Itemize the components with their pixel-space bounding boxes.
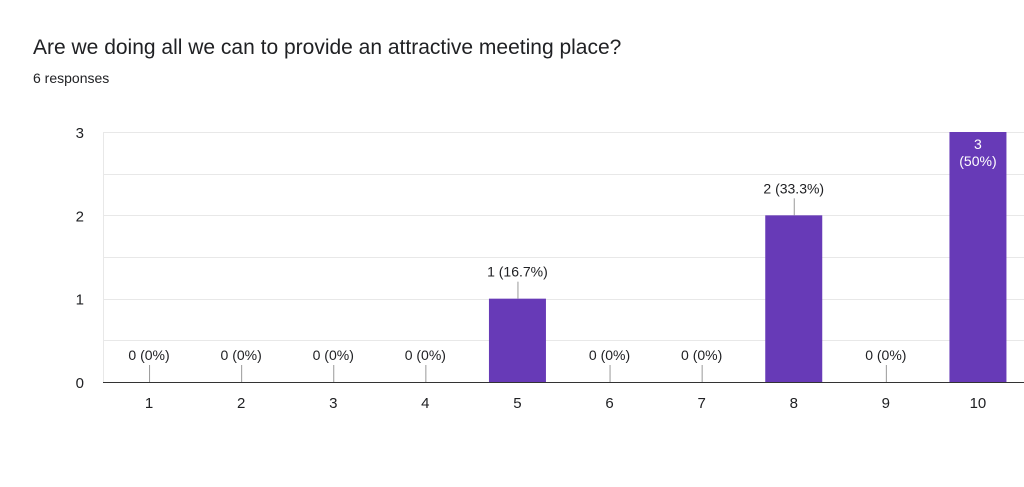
- y-tick-label: 2: [76, 208, 84, 225]
- bar: [488, 298, 546, 382]
- y-tick-label: 0: [76, 375, 84, 392]
- data-label: 0 (0%): [221, 347, 262, 363]
- x-tick-label: 7: [697, 395, 705, 412]
- data-label: 0 (0%): [681, 347, 722, 363]
- data-label: 0 (0%): [589, 347, 630, 363]
- x-tick-label: 2: [237, 395, 245, 412]
- x-tick-label: 6: [605, 395, 613, 412]
- bar: [765, 215, 823, 382]
- data-label: 0 (0%): [865, 347, 906, 363]
- data-label: 3 (50%): [959, 136, 996, 169]
- data-label: 0 (0%): [313, 347, 354, 363]
- x-tick-label: 5: [513, 395, 521, 412]
- data-label: 2 (33.3%): [763, 180, 824, 196]
- response-count: 6 responses: [33, 70, 110, 86]
- question-title: Are we doing all we can to provide an at…: [33, 36, 622, 59]
- x-tick-label: 3: [329, 395, 337, 412]
- x-tick-label: 4: [421, 395, 429, 412]
- x-tick-label: 1: [145, 395, 153, 412]
- data-label: 1 (16.7%): [487, 264, 548, 280]
- bar: [949, 132, 1007, 382]
- x-tick-label: 9: [882, 395, 890, 412]
- data-label: 0 (0%): [128, 347, 169, 363]
- y-tick-label: 1: [76, 292, 84, 309]
- data-label: 0 (0%): [405, 347, 446, 363]
- y-tick-label: 3: [76, 125, 84, 142]
- x-tick-label: 10: [970, 395, 987, 412]
- x-tick-label: 8: [790, 395, 798, 412]
